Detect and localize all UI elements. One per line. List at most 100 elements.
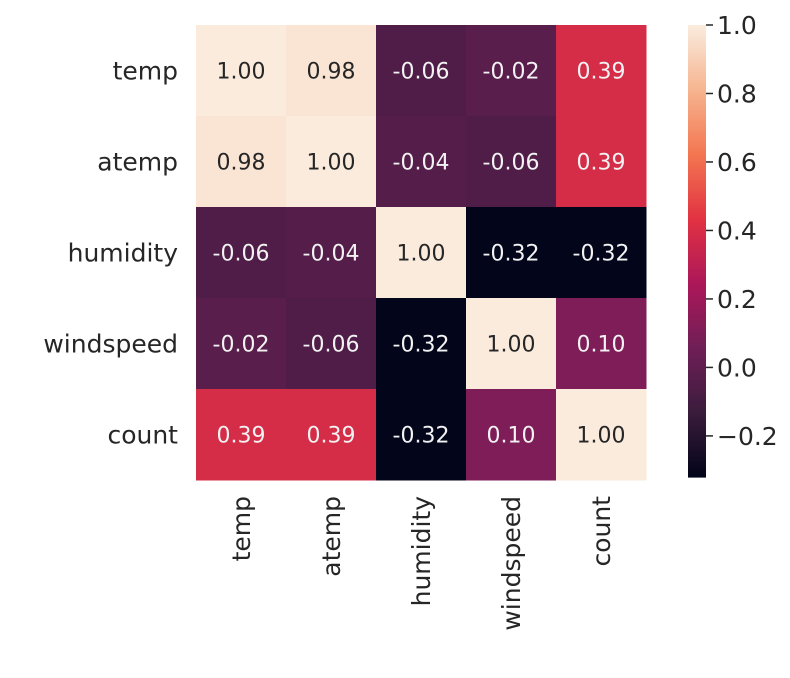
colorbar-segment (688, 230, 706, 234)
colorbar-ticks: 1.0 0.8 0.6 0.4 0.2 0.0 −0.2 (706, 11, 778, 451)
colorbar-segment (688, 368, 706, 372)
colorbar-segment (688, 325, 706, 329)
cell-annotation: -0.04 (393, 151, 450, 176)
colorbar-segment (688, 266, 706, 270)
colorbar-segment (688, 395, 706, 399)
colorbar-segment (688, 113, 706, 116)
colorbar-segment (688, 307, 706, 311)
colorbar-segment (688, 345, 706, 349)
colorbar-segment (688, 210, 706, 214)
colorbar-segment (688, 192, 706, 196)
x-tick-label-count: count (587, 496, 616, 567)
colorbar (688, 25, 706, 478)
heatmap-cell-annotations: 1.00 0.98 -0.06 -0.02 0.39 0.98 1.00 -0.04 -0.06… (213, 60, 630, 449)
colorbar-segment (688, 43, 706, 46)
heatmap-cell-temp-windspeed (466, 25, 557, 117)
colorbar-segment (688, 117, 706, 121)
colorbar-segment (688, 45, 706, 49)
colorbar-segment (688, 187, 706, 191)
colorbar-segment (688, 205, 706, 209)
colorbar-segment (688, 122, 706, 126)
colorbar-segment (688, 406, 706, 410)
colorbar-segment (688, 467, 706, 471)
colorbar-segment (688, 312, 706, 315)
colorbar-segment (688, 269, 706, 272)
colorbar-segment (688, 366, 706, 370)
colorbar-segment (688, 219, 706, 223)
cell-annotation: -0.32 (393, 424, 450, 449)
colorbar-segment (688, 323, 706, 327)
colorbar-segment (688, 226, 706, 229)
colorbar-segment (688, 203, 706, 207)
colorbar-tick-label: 1.0 (717, 11, 757, 40)
colorbar-segment (688, 162, 706, 166)
colorbar-segment (688, 165, 706, 168)
colorbar-segment (688, 65, 706, 69)
heatmap-cell-humidity-temp (196, 207, 287, 299)
colorbar-segment (688, 151, 706, 155)
colorbar-segment (688, 391, 706, 394)
colorbar-segment (688, 38, 706, 42)
colorbar-segment (688, 339, 706, 342)
colorbar-segment (688, 72, 706, 76)
colorbar-segment (688, 302, 706, 306)
cell-annotation: -0.32 (483, 242, 540, 267)
colorbar-segment (688, 404, 706, 408)
colorbar-segment (688, 97, 706, 101)
cell-annotation: 1.00 (307, 151, 356, 176)
colorbar-segment (688, 52, 706, 55)
colorbar-segment (688, 135, 706, 139)
colorbar-segment (688, 158, 706, 162)
colorbar-segment (688, 280, 706, 284)
y-tick-label-atemp: atemp (97, 148, 178, 177)
colorbar-segment (688, 47, 706, 51)
colorbar-segment (688, 289, 706, 293)
x-tick-label-atemp: atemp (317, 496, 346, 577)
colorbar-segment (688, 239, 706, 243)
colorbar-segment (688, 474, 706, 478)
cell-annotation: -0.02 (483, 60, 540, 85)
colorbar-segment (688, 237, 706, 241)
colorbar-segment (688, 287, 706, 291)
colorbar-segment (688, 415, 706, 419)
colorbar-segment (688, 241, 706, 245)
y-axis-tick-labels: temp atemp humidity windspeed count (43, 57, 178, 450)
colorbar-segment (688, 244, 706, 248)
colorbar-segment (688, 196, 706, 200)
colorbar-segment (688, 330, 706, 333)
colorbar-segment (688, 454, 706, 458)
x-tick-label-temp: temp (227, 496, 256, 561)
colorbar-segment (688, 260, 706, 263)
heatmap-cells (196, 25, 647, 481)
cell-annotation: 0.39 (307, 424, 356, 449)
colorbar-segment (688, 214, 706, 218)
heatmap-cell-windspeed-humidity (376, 298, 467, 390)
heatmap-cell-atemp-humidity (376, 116, 467, 208)
y-tick-label-windspeed: windspeed (43, 330, 178, 359)
colorbar-segment (688, 373, 706, 376)
colorbar-segment (688, 74, 706, 78)
cell-annotation: -0.32 (393, 333, 450, 358)
x-tick-label-humidity: humidity (407, 496, 436, 607)
x-tick-label-windspeed: windspeed (497, 496, 526, 631)
colorbar-segment (688, 463, 706, 467)
colorbar-segment (688, 388, 706, 392)
colorbar-segment (688, 25, 706, 28)
y-tick-label-count: count (107, 421, 178, 450)
colorbar-segment (688, 422, 706, 426)
colorbar-segment (688, 221, 706, 225)
colorbar-segment (688, 354, 706, 358)
colorbar-segment (688, 131, 706, 135)
colorbar-segment (688, 314, 706, 318)
colorbar-segment (688, 235, 706, 239)
cell-annotation: 1.00 (397, 242, 446, 267)
colorbar-segment (688, 413, 706, 417)
colorbar-segment (688, 95, 706, 98)
heatmap-cell-count-atemp (286, 389, 377, 481)
colorbar-segment (688, 296, 706, 300)
colorbar-segment (688, 282, 706, 286)
colorbar-segment (688, 334, 706, 338)
cell-annotation: -0.06 (303, 333, 360, 358)
cell-annotation: 0.98 (217, 151, 266, 176)
colorbar-segment (688, 375, 706, 379)
